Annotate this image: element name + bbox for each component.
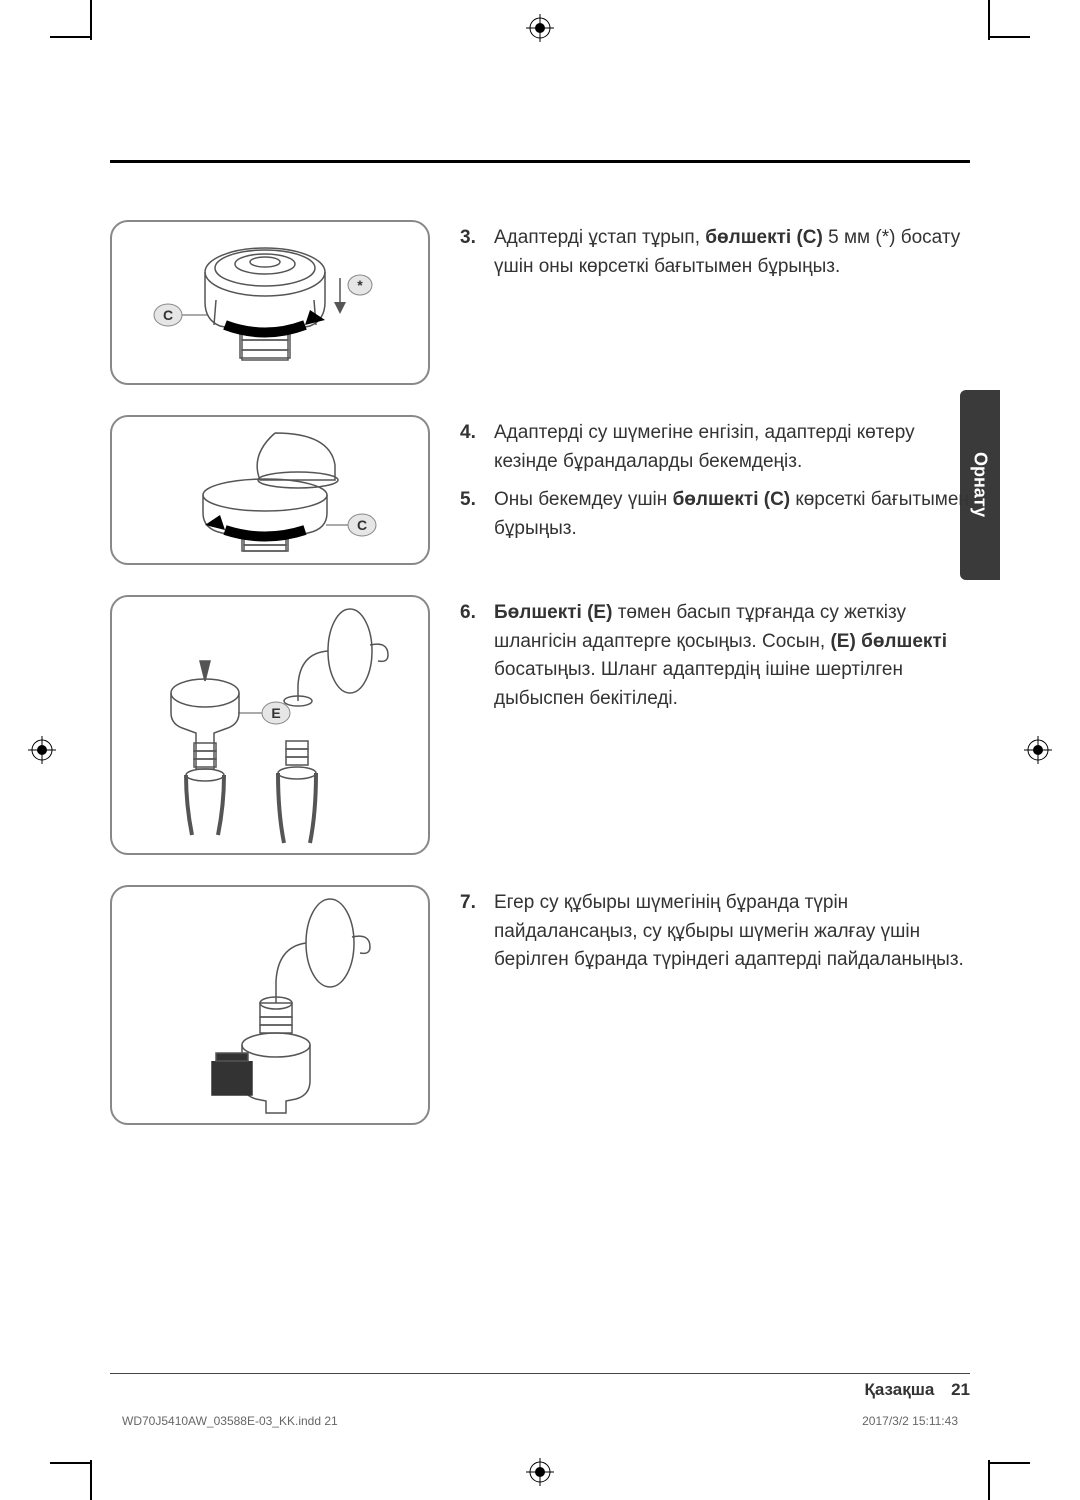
step-6-text: 6. Бөлшекті (E) төмен басып тұрғанда су … xyxy=(460,599,970,713)
step-3-text: 3. Адаптерді ұстап тұрып, бөлшекті (C) 5… xyxy=(460,224,970,281)
label-e: E xyxy=(271,705,280,721)
page-footer: Қазақша 21 xyxy=(110,1373,970,1400)
footer-page-number: 21 xyxy=(951,1380,970,1399)
footer-language: Қазақша xyxy=(864,1380,934,1399)
figure-step-3: C * xyxy=(110,220,430,385)
label-c-2: C xyxy=(357,517,367,533)
label-c: C xyxy=(163,307,173,323)
figure-step-6: E xyxy=(110,595,430,855)
print-timestamp: 2017/3/2 15:11:43 xyxy=(862,1414,958,1428)
step-row-4-5: C 4. Адаптерді су шүмегіне енгізіп, адап… xyxy=(110,415,970,565)
registration-mark-bottom xyxy=(526,1458,554,1486)
step-7-text: 7. Егер су құбыры шүмегінің бұранда түрі… xyxy=(460,889,970,975)
figure-step-4-5: C xyxy=(110,415,430,565)
registration-mark-left xyxy=(28,736,56,764)
print-file: WD70J5410AW_03588E-03_KK.indd 21 xyxy=(122,1414,338,1428)
label-star: * xyxy=(357,277,363,293)
registration-mark-top xyxy=(526,14,554,42)
step-row-3: C * 3. Адаптерді ұстап тұрып, бөлшекті (… xyxy=(110,220,970,385)
top-rule xyxy=(110,160,970,163)
step-row-7: 7. Егер су құбыры шүмегінің бұранда түрі… xyxy=(110,885,970,1125)
step-5-text: 5. Оны бекемдеу үшін бөлшекті (C) көрсет… xyxy=(460,486,970,543)
step-4-text: 4. Адаптерді су шүмегіне енгізіп, адапте… xyxy=(460,419,970,476)
figure-step-7 xyxy=(110,885,430,1125)
print-metadata: WD70J5410AW_03588E-03_KK.indd 21 2017/3/… xyxy=(110,1414,970,1428)
registration-mark-right xyxy=(1024,736,1052,764)
step-row-6: E 6. Бөлшекті (E) төмен басып тұрғанда с… xyxy=(110,595,970,855)
